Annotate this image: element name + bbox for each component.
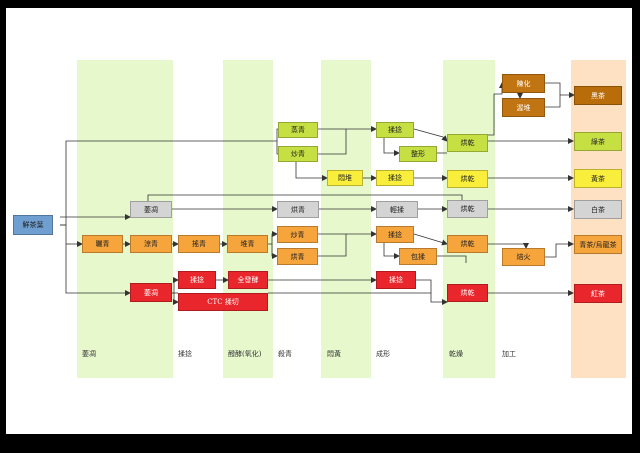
stage-band-drying xyxy=(443,60,495,378)
yellow-roll-node: 揉捻 xyxy=(376,170,414,186)
stage-label-kill-green: 殺青 xyxy=(278,350,292,358)
heap-green-node: 堆青 xyxy=(227,235,268,253)
stage-label-processing: 加工 xyxy=(502,350,516,358)
yellow-dry-node: 烘乾 xyxy=(447,170,488,188)
stage-label-yellowing: 悶黃 xyxy=(327,350,341,358)
toss-green-node: 搖青 xyxy=(178,235,220,253)
product-yellow-tea: 黃茶 xyxy=(574,169,622,188)
ctc-node: CTC 揉切 xyxy=(178,293,268,311)
yellowing-node: 悶堆 xyxy=(327,170,363,186)
sun-wither-node: 曬青 xyxy=(82,235,123,253)
stage-label-wither: 萎凋 xyxy=(82,350,96,358)
stage-band-yellowing xyxy=(321,60,371,378)
oolong-dry-node: 烘乾 xyxy=(447,235,488,253)
white-light-roll-node: 輕揉 xyxy=(376,201,418,218)
oolong-bake-node: 烘青 xyxy=(277,248,318,265)
white-bake-node: 烘青 xyxy=(277,201,319,218)
full-ferment-node: 全發酵 xyxy=(228,271,268,289)
product-white-tea: 白茶 xyxy=(574,200,622,219)
product-black-tea: 紅茶 xyxy=(574,284,622,303)
black-roll2-node: 揉捻 xyxy=(376,271,416,289)
green-dry-node: 烘乾 xyxy=(447,134,488,152)
aging-node: 陳化 xyxy=(502,74,545,93)
stage-label-drying: 乾燥 xyxy=(449,350,463,358)
roasting-node: 焙火 xyxy=(502,248,545,266)
pile-ferment-node: 渥堆 xyxy=(502,98,545,117)
product-green-tea: 綠茶 xyxy=(574,132,622,151)
steamed-green-node: 蒸青 xyxy=(278,122,318,138)
oolong-roll-node: 揉捻 xyxy=(376,226,414,243)
oolong-pan-node: 炒青 xyxy=(277,226,318,243)
stage-band-products xyxy=(571,60,626,378)
white-wither-node: 萎凋 xyxy=(130,201,172,218)
ball-roll-node: 包揉 xyxy=(399,248,437,265)
fresh-leaf-node: 鮮茶葉 xyxy=(13,215,53,235)
black-wither-node: 萎凋 xyxy=(130,283,172,302)
cool-wither-node: 涼青 xyxy=(130,235,172,253)
diagram-canvas: 鮮茶葉 蒸青 炒青 揉捻 整形 烘乾 陳化 渥堆 悶堆 揉捻 烘乾 萎凋 烘青 … xyxy=(6,8,632,434)
stage-band-oxidation xyxy=(223,60,273,378)
white-dry-node: 烘乾 xyxy=(447,200,488,218)
black-roll-node: 揉捻 xyxy=(178,271,216,289)
stage-label-shaping: 成形 xyxy=(376,350,390,358)
product-dark-tea: 黑茶 xyxy=(574,86,622,105)
flow-connectors xyxy=(60,82,575,305)
pan-green-node: 炒青 xyxy=(278,146,318,162)
black-dry-node: 烘乾 xyxy=(447,284,488,302)
stage-label-rolling: 揉捻 xyxy=(178,350,192,358)
stage-label-oxidation: 醱酵(氧化) xyxy=(228,350,262,358)
product-oolong-tea: 青茶/烏龍茶 xyxy=(574,235,622,254)
shaping-node: 整形 xyxy=(399,146,437,162)
green-roll-node: 揉捻 xyxy=(376,122,414,138)
